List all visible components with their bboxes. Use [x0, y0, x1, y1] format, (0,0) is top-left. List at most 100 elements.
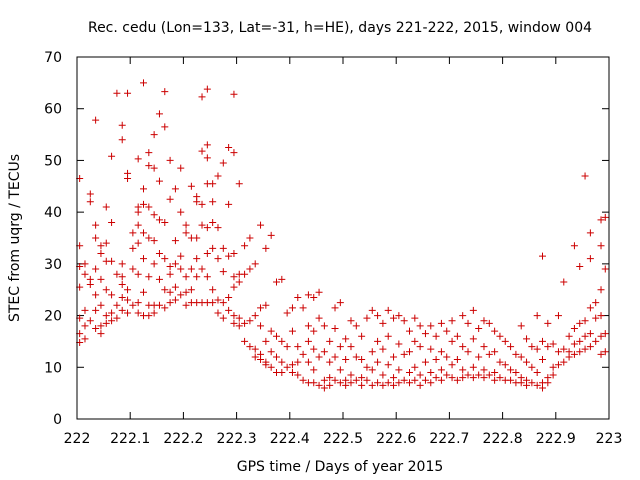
y-tick-label: 50	[44, 153, 62, 169]
data-point-marker	[177, 208, 185, 216]
data-point-marker	[251, 353, 259, 361]
data-point-marker	[539, 337, 546, 345]
data-point-marker	[358, 356, 366, 364]
data-point-marker	[453, 356, 461, 364]
data-point-marker	[342, 381, 350, 389]
data-point-marker	[315, 314, 323, 322]
data-point-marker	[592, 299, 600, 307]
data-point-marker	[225, 200, 233, 208]
data-point-marker	[81, 335, 89, 343]
data-point-marker	[108, 218, 116, 226]
data-point-marker	[384, 361, 392, 369]
x-tick-label: 222.9	[536, 431, 576, 447]
data-point-marker	[86, 281, 94, 289]
data-point-marker	[469, 306, 477, 314]
data-point-marker	[358, 381, 366, 389]
data-point-marker	[235, 180, 243, 188]
data-point-marker	[235, 322, 243, 330]
data-point-marker	[384, 306, 392, 314]
data-point-marker	[124, 175, 132, 183]
data-point-marker	[374, 337, 382, 345]
data-point-marker	[581, 317, 589, 325]
data-point-marker	[209, 299, 217, 307]
data-point-marker	[203, 154, 211, 162]
data-point-marker	[150, 260, 158, 268]
data-point-marker	[134, 155, 142, 163]
data-point-marker	[145, 312, 153, 320]
data-point-marker	[581, 172, 589, 180]
data-point-marker	[145, 234, 153, 242]
data-point-marker	[214, 224, 222, 232]
data-point-marker	[395, 340, 403, 348]
data-point-marker	[118, 293, 126, 301]
data-point-marker	[97, 275, 105, 283]
data-point-marker	[193, 234, 201, 242]
data-point-marker	[421, 330, 429, 338]
data-point-marker	[507, 376, 515, 384]
data-point-marker	[501, 361, 509, 369]
data-point-marker	[150, 309, 158, 317]
data-point-marker	[342, 335, 350, 343]
data-point-marker	[134, 309, 142, 317]
data-point-marker	[374, 358, 382, 366]
data-point-marker	[257, 356, 265, 364]
data-point-marker	[108, 291, 116, 299]
data-point-marker	[86, 190, 94, 198]
data-point-marker	[432, 332, 440, 340]
data-point-marker	[273, 353, 280, 361]
data-point-marker	[171, 185, 179, 193]
data-point-marker	[597, 312, 605, 320]
data-point-marker	[161, 255, 169, 263]
data-point-marker	[586, 304, 594, 312]
data-point-marker	[310, 293, 318, 301]
data-point-marker	[283, 363, 291, 371]
y-axis-label: STEC from uqrg / TECUs	[7, 154, 23, 322]
data-point-marker	[155, 275, 163, 283]
data-point-marker	[517, 322, 525, 330]
data-point-marker	[203, 141, 211, 149]
data-point-marker	[155, 110, 163, 118]
data-point-marker	[480, 366, 488, 374]
data-point-marker	[171, 260, 179, 268]
data-point-marker	[267, 327, 275, 335]
data-point-marker	[225, 252, 233, 260]
data-point-marker	[379, 345, 387, 353]
data-point-marker	[294, 293, 302, 301]
data-point-marker	[437, 376, 445, 384]
data-point-marker	[187, 182, 195, 190]
data-point-marker	[118, 273, 126, 281]
data-point-marker	[565, 332, 573, 340]
data-point-marker	[108, 152, 116, 160]
data-point-marker	[358, 332, 366, 340]
data-point-marker	[124, 89, 132, 97]
data-point-marker	[294, 358, 302, 366]
data-point-marker	[230, 149, 238, 157]
data-point-marker	[390, 374, 398, 382]
data-point-marker	[299, 304, 307, 312]
data-point-marker	[129, 229, 137, 237]
data-point-marker	[118, 306, 126, 314]
data-point-marker	[347, 371, 355, 379]
data-point-marker	[560, 278, 568, 286]
data-point-marker	[288, 361, 296, 369]
data-point-marker	[97, 250, 105, 258]
data-point-marker	[92, 325, 100, 332]
data-point-marker	[448, 361, 456, 369]
data-point-marker	[421, 358, 429, 366]
data-point-marker	[421, 376, 429, 384]
data-point-marker	[171, 296, 179, 304]
data-point-marker	[437, 319, 445, 327]
data-point-marker	[533, 312, 541, 320]
data-point-marker	[92, 291, 100, 299]
data-point-marker	[427, 322, 435, 330]
data-point-marker	[140, 255, 147, 263]
data-point-marker	[528, 343, 536, 351]
data-point-marker	[166, 270, 174, 278]
data-point-marker	[81, 260, 89, 268]
data-point-marker	[230, 273, 238, 281]
data-point-marker	[171, 237, 179, 245]
data-point-marker	[150, 237, 158, 245]
data-point-marker	[560, 358, 568, 366]
data-point-marker	[140, 200, 147, 208]
